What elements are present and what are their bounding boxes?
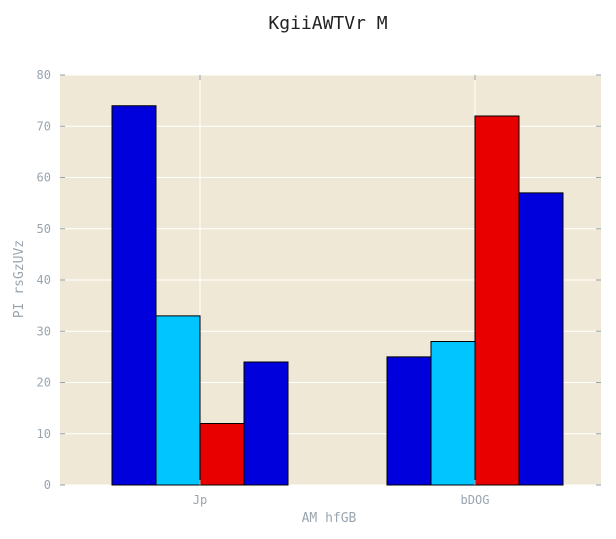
x-tick-label: Jp xyxy=(193,493,207,507)
bar xyxy=(430,341,476,486)
bars xyxy=(111,105,564,486)
y-tick-label: 10 xyxy=(37,427,51,441)
bar xyxy=(199,423,245,486)
y-tick-label: 20 xyxy=(37,376,51,390)
y-tick-label: 30 xyxy=(37,324,51,338)
y-tick-label: 70 xyxy=(37,119,51,133)
x-axis-label: AM hfGB xyxy=(302,511,357,526)
axis-ticks: 0 10 20 30 40 50 60 70 80 Jp bDOG xyxy=(37,68,601,507)
y-tick-label: 60 xyxy=(37,171,51,185)
y-tick-label: 80 xyxy=(37,68,51,82)
y-tick-label: 0 xyxy=(44,478,51,492)
y-tick-label: 40 xyxy=(37,273,51,287)
bar xyxy=(243,361,289,486)
y-axis-label: PI rsGzUVz xyxy=(12,240,27,318)
bar xyxy=(111,105,157,486)
bar xyxy=(386,356,432,486)
y-tick-label: 50 xyxy=(37,222,51,236)
bar xyxy=(155,315,201,486)
bar xyxy=(518,192,564,486)
chart-title: KgiiAWTVr M xyxy=(268,13,387,34)
x-tick-label: bDOG xyxy=(461,493,490,507)
bar xyxy=(474,115,520,486)
